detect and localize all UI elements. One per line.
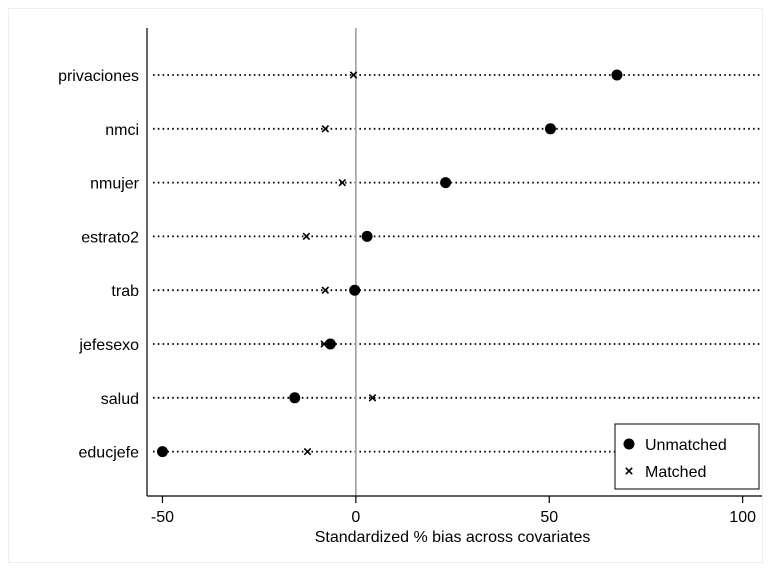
legend-symbol-matched [625, 467, 633, 475]
marker-matched-nmujer-stroke-b [338, 178, 347, 187]
marker-unmatched-trab [349, 284, 361, 296]
legend-symbol-unmatched [623, 438, 635, 450]
marker-unmatched-salud [289, 392, 301, 404]
y-tick-label-jefesexo: jefesexo [78, 337, 139, 354]
marker-matched-estrato2-stroke-b [302, 232, 311, 241]
marker-matched-trab-stroke-b [321, 286, 330, 294]
legend-matched-stroke-1 [625, 467, 633, 475]
y-tick-label-trab: trab [111, 283, 139, 300]
marker-matched-estrato2 [302, 232, 311, 241]
y-tick-label-nmci: nmci [105, 122, 139, 139]
x-tick-label--50: -50 [151, 509, 174, 526]
marker-matched-salud-stroke-b [368, 394, 377, 402]
marker-matched-educjefe [303, 447, 312, 456]
marker-matched-privaciones-stroke-b [349, 71, 358, 79]
marker-matched-nmujer [338, 178, 347, 187]
x-axis-title: Standardized % bias across covariates [315, 529, 591, 546]
marker-unmatched-privaciones [611, 69, 623, 81]
marker-unmatched-nmujer [440, 177, 452, 189]
marker-unmatched-educjefe [156, 446, 168, 458]
marker-matched-salud [368, 394, 377, 402]
marker-matched-trab [321, 286, 330, 294]
x-tick-label-50: 50 [540, 509, 558, 526]
x-ticks: -50 0 50 100 [151, 496, 756, 526]
data-markers [156, 69, 623, 458]
category-guide-lines [153, 74, 762, 453]
chart-outer-border [8, 8, 763, 563]
legend-box [614, 423, 760, 490]
x-tick-label-100: 100 [729, 509, 756, 526]
legend-label-unmatched: Unmatched [645, 437, 727, 454]
y-tick-labels: privaciones nmci nmujer estrato2 trab jefesex… [58, 68, 140, 462]
y-tick-label-estrato2: estrato2 [81, 229, 139, 246]
marker-matched-educjefe-stroke-b [303, 447, 312, 456]
marker-matched-privaciones [349, 71, 358, 79]
marker-matched-nmci [321, 125, 330, 133]
y-tick-label-nmujer: nmujer [90, 176, 140, 193]
y-tick-label-educjefe: educjefe [79, 445, 140, 462]
marker-unmatched-jefesexo [324, 338, 336, 350]
marker-unmatched-estrato2 [361, 230, 373, 242]
marker-unmatched-nmci [544, 123, 556, 135]
y-tick-label-privaciones: privaciones [58, 68, 139, 85]
legend: Unmatched Matched [614, 423, 760, 490]
marker-matched-nmci-stroke-b [321, 125, 330, 133]
legend-label-matched: Matched [645, 464, 706, 481]
x-tick-label-0: 0 [351, 509, 360, 526]
y-tick-label-salud: salud [101, 391, 139, 408]
